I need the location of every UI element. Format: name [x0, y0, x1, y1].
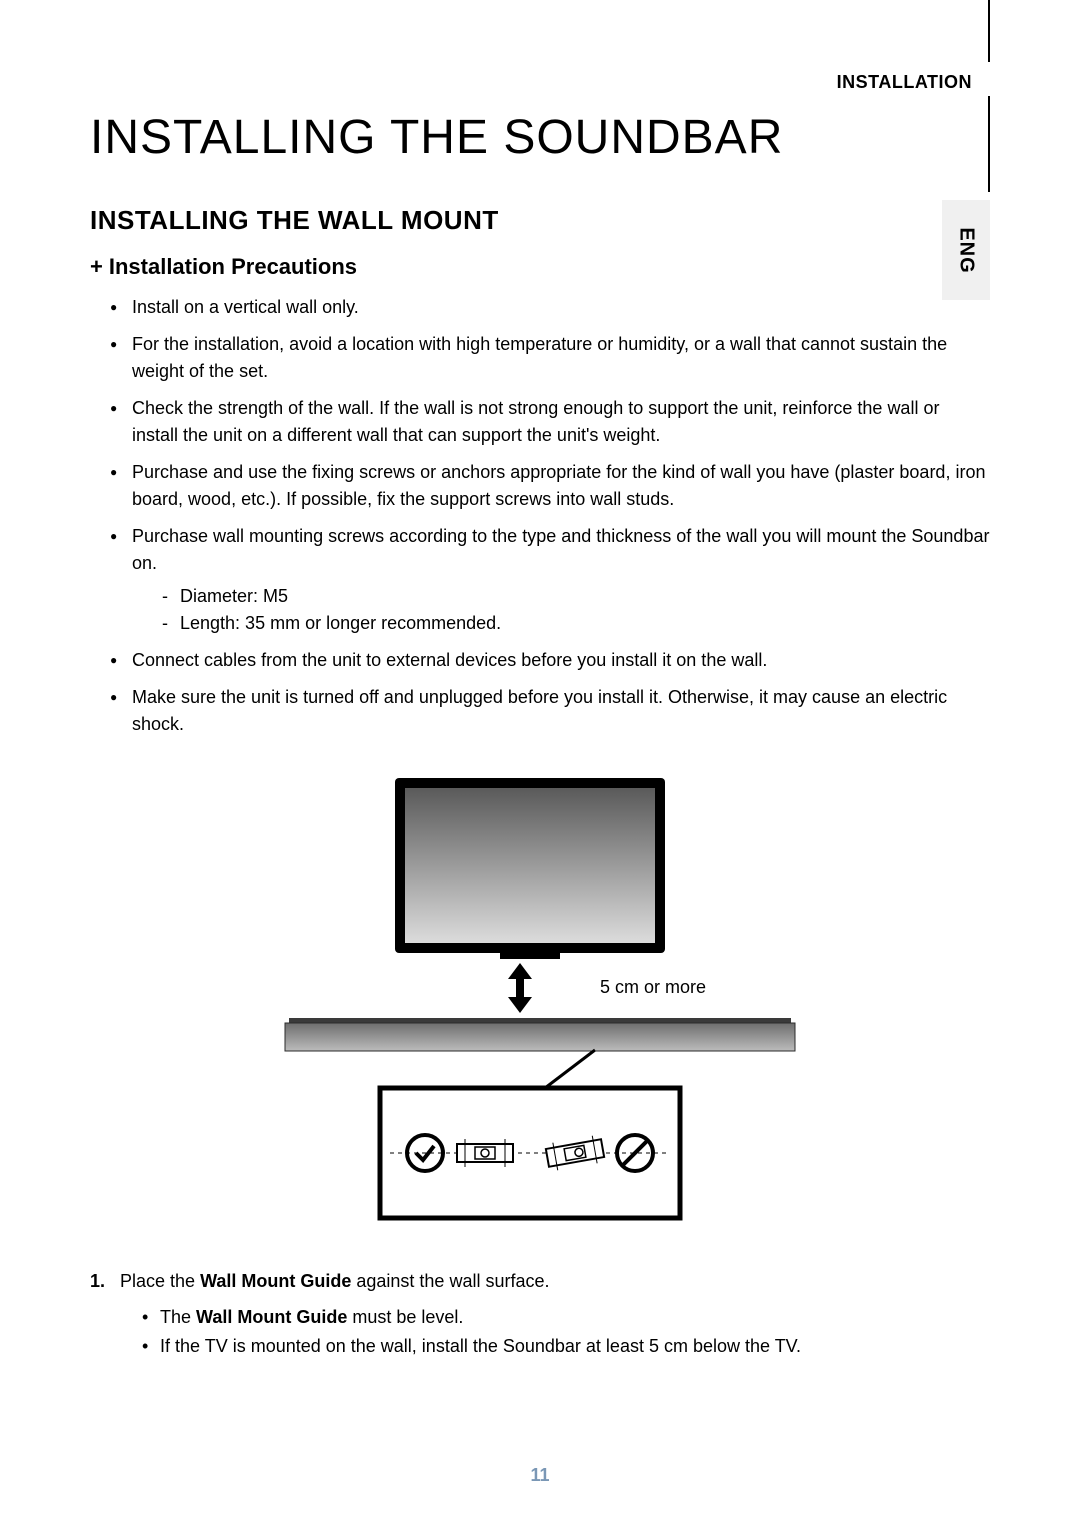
list-item-text: Length: 35 mm or longer recommended.	[180, 613, 501, 633]
list-item: Purchase wall mounting screws according …	[110, 523, 990, 637]
step-text-post: against the wall surface.	[351, 1271, 549, 1291]
soundbar-icon	[285, 1018, 795, 1051]
list-item-text: Purchase wall mounting screws according …	[132, 526, 989, 573]
sub-bold: Wall Mount Guide	[196, 1307, 347, 1327]
sub-pre: If the TV is mounted on the wall, instal…	[160, 1336, 801, 1356]
header-rule-below	[988, 96, 990, 192]
list-item-text: Purchase and use the fixing screws or an…	[132, 462, 985, 509]
gap-label: 5 cm or more	[600, 977, 706, 997]
step-bold: Wall Mount Guide	[200, 1271, 351, 1291]
step-1-sub: The Wall Mount Guide must be level. If t…	[90, 1303, 990, 1361]
page-title: INSTALLING THE SOUNDBAR	[90, 110, 990, 165]
list-item: Length: 35 mm or longer recommended.	[162, 610, 990, 637]
subsection-text: Installation Precautions	[109, 254, 357, 279]
callout-line	[545, 1050, 595, 1088]
list-item: The Wall Mount Guide must be level.	[142, 1303, 990, 1332]
installation-figure: 5 cm or more	[90, 768, 990, 1238]
list-item: Check the strength of the wall. If the w…	[110, 395, 990, 449]
list-item: Diameter: M5	[162, 583, 990, 610]
page-number: 11	[0, 1465, 1080, 1486]
list-item: Make sure the unit is turned off and unp…	[110, 684, 990, 738]
list-item-text: Connect cables from the unit to external…	[132, 650, 767, 670]
list-item: Connect cables from the unit to external…	[110, 647, 990, 674]
list-item-text: Check the strength of the wall. If the w…	[132, 398, 939, 445]
step-text-pre: Place the	[120, 1271, 200, 1291]
language-code: ENG	[955, 227, 978, 273]
list-item: Install on a vertical wall only.	[110, 294, 990, 321]
language-tab: ENG	[942, 200, 990, 300]
list-item-text: Install on a vertical wall only.	[132, 297, 359, 317]
header-section-label: INSTALLATION	[837, 72, 972, 93]
list-item-text: Diameter: M5	[180, 586, 288, 606]
step-number: 1.	[90, 1268, 105, 1295]
precautions-list: Install on a vertical wall only. For the…	[90, 294, 990, 738]
section-heading: INSTALLING THE WALL MOUNT	[90, 205, 990, 236]
list-item-text: For the installation, avoid a location w…	[132, 334, 947, 381]
list-item: If the TV is mounted on the wall, instal…	[142, 1332, 990, 1361]
header-rule-top	[988, 0, 990, 62]
figure-svg: 5 cm or more	[250, 768, 830, 1238]
list-item-text: Make sure the unit is turned off and unp…	[132, 687, 947, 734]
manual-page: INSTALLATION ENG INSTALLING THE SOUNDBAR…	[0, 0, 1080, 1532]
sub-pre: The	[160, 1307, 196, 1327]
tv-icon	[395, 778, 665, 959]
gap-arrow-icon	[508, 963, 532, 1013]
wall-mount-guide-icon	[380, 1088, 680, 1218]
sub-post: must be level.	[347, 1307, 463, 1327]
screw-spec-list: Diameter: M5 Length: 35 mm or longer rec…	[132, 583, 990, 637]
play-marker-icon: +	[90, 254, 103, 279]
list-item: For the installation, avoid a location w…	[110, 331, 990, 385]
step-1: 1. Place the Wall Mount Guide against th…	[90, 1268, 990, 1295]
subsection-heading: +Installation Precautions	[90, 254, 990, 280]
list-item: Purchase and use the fixing screws or an…	[110, 459, 990, 513]
